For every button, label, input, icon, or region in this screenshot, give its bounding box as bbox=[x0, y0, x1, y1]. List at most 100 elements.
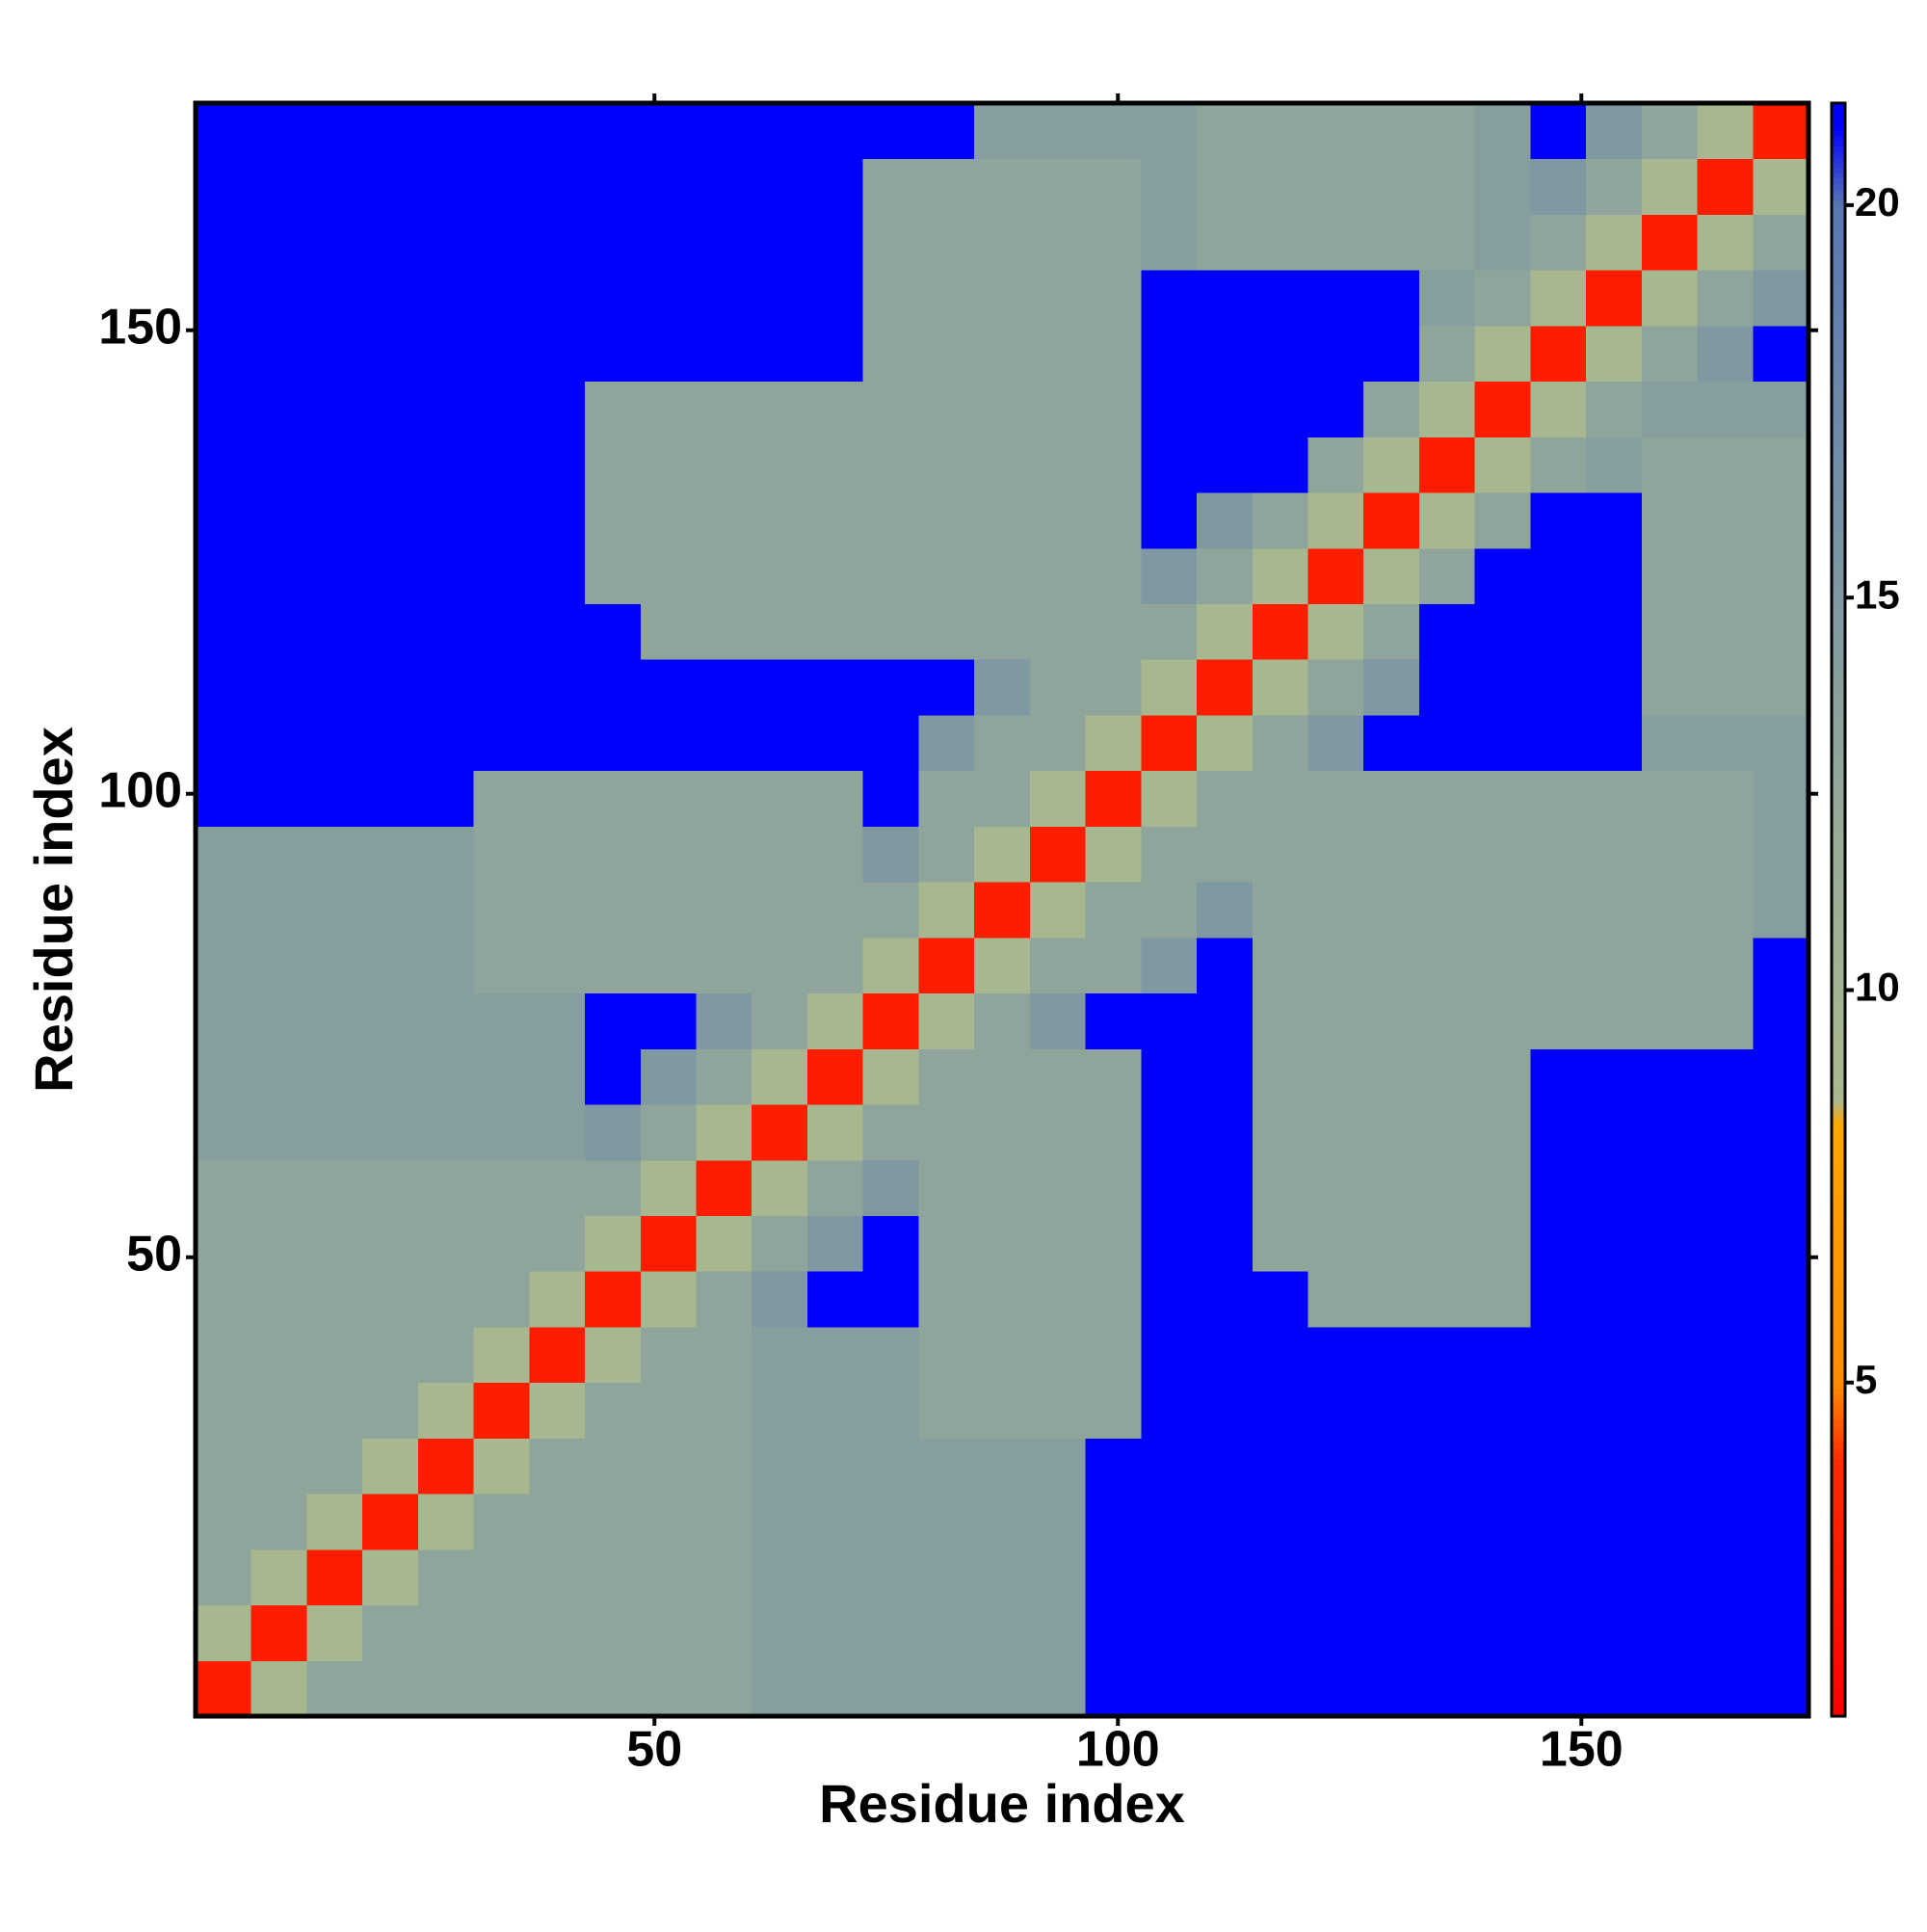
heatmap-cell bbox=[196, 1660, 252, 1717]
heatmap-cell bbox=[1197, 992, 1254, 1049]
heatmap-cell bbox=[918, 603, 975, 660]
heatmap-cell bbox=[1474, 937, 1531, 994]
heatmap-cell bbox=[1141, 826, 1198, 883]
colorbar-segment bbox=[1832, 1565, 1845, 1572]
heatmap-cell bbox=[1197, 381, 1254, 437]
heatmap-cell bbox=[1252, 1438, 1308, 1495]
colorbar-segment bbox=[1832, 1538, 1845, 1546]
colorbar-segment bbox=[1832, 560, 1845, 567]
colorbar-segment bbox=[1832, 1189, 1845, 1196]
colorbar-segment bbox=[1832, 1006, 1845, 1013]
colorbar-segment bbox=[1832, 360, 1845, 368]
heatmap-cell bbox=[752, 714, 808, 772]
heatmap-cell bbox=[1641, 214, 1699, 271]
heatmap-cell bbox=[1753, 603, 1809, 660]
heatmap-cell bbox=[752, 270, 808, 327]
heatmap-cell bbox=[1418, 270, 1476, 327]
heatmap-cell bbox=[362, 882, 419, 939]
heatmap-cell bbox=[752, 158, 808, 215]
colorbar-segment bbox=[1832, 1210, 1845, 1217]
colorbar-tick-label: 20 bbox=[1855, 179, 1900, 225]
heatmap-cell bbox=[306, 492, 363, 549]
heatmap-cell bbox=[1197, 103, 1254, 160]
heatmap-cell bbox=[1029, 882, 1087, 939]
heatmap-cell bbox=[251, 603, 307, 660]
heatmap-cell bbox=[806, 214, 864, 271]
heatmap-cell bbox=[1197, 158, 1254, 215]
heatmap-cell bbox=[306, 770, 363, 827]
colorbar-segment bbox=[1832, 704, 1845, 712]
colorbar-segment bbox=[1832, 737, 1845, 744]
heatmap-cell bbox=[918, 1604, 975, 1661]
heatmap-cell bbox=[1307, 1548, 1364, 1606]
heatmap-cell bbox=[1363, 1104, 1420, 1161]
colorbar-segment bbox=[1832, 264, 1845, 271]
heatmap-cell bbox=[1418, 547, 1476, 605]
heatmap-cell bbox=[473, 1548, 530, 1606]
heatmap-cell bbox=[752, 1271, 808, 1328]
heatmap-cell bbox=[806, 270, 864, 327]
colorbar-segment bbox=[1832, 554, 1845, 561]
heatmap-cell bbox=[1029, 1604, 1087, 1661]
heatmap-cell bbox=[1252, 1104, 1308, 1161]
colorbar-segment bbox=[1832, 538, 1845, 545]
heatmap-cell bbox=[1307, 325, 1364, 383]
heatmap-cell bbox=[1530, 325, 1587, 383]
colorbar-segment bbox=[1832, 587, 1845, 594]
colorbar-segment bbox=[1832, 1033, 1845, 1040]
heatmap-cell bbox=[251, 214, 307, 271]
heatmap-cell bbox=[529, 1438, 586, 1495]
heatmap-cell bbox=[806, 492, 864, 549]
heatmap-cell bbox=[1586, 381, 1643, 437]
heatmap-cell bbox=[806, 826, 864, 883]
heatmap-cell bbox=[473, 381, 530, 437]
heatmap-cell bbox=[251, 1382, 307, 1439]
heatmap-cell bbox=[473, 1271, 530, 1328]
heatmap-cell bbox=[862, 882, 919, 939]
heatmap-cell bbox=[1363, 270, 1420, 327]
heatmap-cell bbox=[974, 770, 1031, 827]
heatmap-cell bbox=[1307, 492, 1364, 549]
colorbar-segment bbox=[1832, 194, 1845, 201]
heatmap-cell bbox=[918, 714, 975, 772]
colorbar-segment bbox=[1832, 592, 1845, 598]
heatmap-cell bbox=[1307, 1271, 1364, 1328]
heatmap-cell bbox=[1641, 937, 1699, 994]
heatmap-cell bbox=[473, 103, 530, 160]
heatmap-cell bbox=[1197, 1271, 1254, 1328]
heatmap-cell bbox=[417, 714, 475, 772]
heatmap-cell bbox=[585, 1494, 642, 1550]
heatmap-cell bbox=[196, 547, 252, 605]
heatmap-cell bbox=[306, 1104, 363, 1161]
colorbar-segment bbox=[1832, 1060, 1845, 1067]
colorbar-segment bbox=[1832, 834, 1845, 841]
colorbar-segment bbox=[1832, 1592, 1845, 1599]
heatmap-cell bbox=[918, 1548, 975, 1606]
heatmap-cell bbox=[1641, 603, 1699, 660]
heatmap-cell bbox=[640, 1271, 698, 1328]
heatmap-cell bbox=[529, 214, 586, 271]
heatmap-cell bbox=[806, 770, 864, 827]
heatmap-cell bbox=[196, 1104, 252, 1161]
heatmap-cell bbox=[974, 1494, 1031, 1550]
heatmap-cell bbox=[251, 103, 307, 160]
heatmap-cell bbox=[1085, 992, 1142, 1049]
colorbar-segment bbox=[1832, 802, 1845, 808]
heatmap-cell bbox=[696, 992, 752, 1049]
heatmap-cell bbox=[1641, 882, 1699, 939]
heatmap-cell bbox=[640, 659, 698, 716]
heatmap-cell bbox=[1474, 325, 1531, 383]
heatmap-cell bbox=[862, 992, 919, 1049]
heatmap-cell bbox=[696, 1271, 752, 1328]
heatmap-cells bbox=[196, 103, 1809, 1717]
heatmap-cell bbox=[1363, 437, 1420, 493]
heatmap-cell bbox=[1586, 492, 1643, 549]
colorbar-segment bbox=[1832, 205, 1845, 212]
heatmap-cell bbox=[196, 103, 252, 160]
colorbar-segment bbox=[1832, 1167, 1845, 1175]
heatmap-cell bbox=[1085, 103, 1142, 160]
colorbar-segment bbox=[1832, 646, 1845, 652]
heatmap-cell bbox=[585, 603, 642, 660]
heatmap-cell bbox=[306, 992, 363, 1049]
heatmap-cell bbox=[1141, 103, 1198, 160]
